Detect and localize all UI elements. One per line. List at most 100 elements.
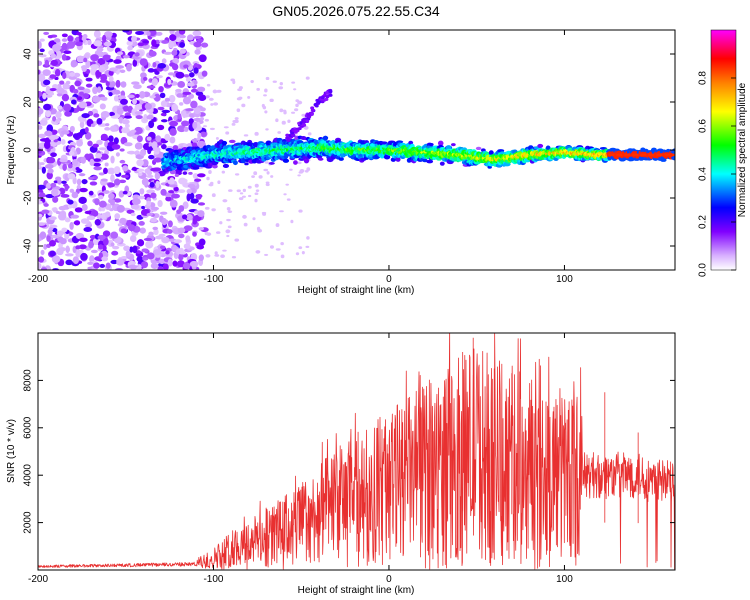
spectrogram-faint-cell — [217, 180, 221, 185]
spectrogram-noise-cell — [38, 73, 46, 82]
spectrogram-noise-cell — [100, 133, 108, 141]
spectrogram-noise-cell — [87, 140, 93, 147]
spectrogram-noise-cell — [103, 167, 108, 175]
spectrogram-noise-cell — [119, 217, 127, 226]
spectrogram-noise-cell — [196, 38, 204, 43]
spectrogram-noise-cell — [137, 172, 143, 177]
spectrogram-noise-cell — [178, 30, 186, 35]
spectrogram-noise-cell — [110, 200, 115, 206]
spectrogram-faint-cell — [298, 209, 303, 213]
spectrogram-noise-cell — [92, 95, 101, 103]
spectrogram-noise-cell — [85, 83, 93, 88]
spectrogram-noise-cell — [108, 70, 114, 76]
spectrogram-noise-cell — [67, 203, 74, 209]
spectrogram-noise-cell — [44, 130, 53, 137]
spectrogram-noise-cell — [169, 199, 178, 208]
spectrogram-faint-cell — [280, 254, 285, 259]
spectrogram-noise-cell — [179, 41, 186, 48]
spectrogram-noise-cell — [87, 266, 92, 270]
spectrogram-faint-cell — [214, 251, 218, 255]
spectrogram-noise-cell — [183, 126, 189, 132]
spectrogram-faint-cell — [251, 175, 255, 179]
spectrogram-noise-cell — [177, 227, 186, 234]
spectrogram-noise-cell — [187, 34, 194, 41]
spectrogram-harmonic-cell — [310, 106, 315, 110]
spectrogram-faint-cell — [230, 78, 235, 82]
spectrogram-noise-cell — [99, 103, 106, 110]
spectrogram-noise-cell — [70, 214, 80, 219]
spectrogram-signal-cell — [537, 143, 544, 148]
spectrogram-noise-cell — [100, 111, 110, 118]
spectrogram-faint-cell — [303, 125, 309, 130]
spectrogram-noise-cell — [127, 45, 133, 51]
spectrogram-faint-cell — [269, 245, 274, 249]
spectrogram-noise-cell — [160, 100, 168, 108]
spectrogram-noise-cell — [167, 78, 172, 86]
spectrogram-noise-cell — [67, 199, 74, 205]
spectrogram-noise-cell — [46, 182, 52, 189]
spectrogram-noise-cell — [189, 260, 199, 268]
spectrogram-noise-cell — [119, 159, 126, 164]
spectrogram-noise-cell — [160, 119, 168, 123]
spectrogram-faint-cell — [254, 131, 259, 136]
spectrogram-noise-cell — [155, 135, 162, 143]
spectrogram-faint-cell — [263, 168, 269, 172]
spectrogram-signal-cell — [671, 155, 675, 161]
spectrogram-noise-cell — [56, 247, 64, 256]
spectrogram-faint-cell — [285, 183, 289, 186]
spectrogram-noise-cell — [39, 231, 47, 240]
spectrogram-x-tick-label: -100 — [203, 274, 223, 285]
spectrogram-noise-cell — [146, 85, 156, 89]
spectrogram-faint-cell — [243, 134, 249, 137]
spectrogram-noise-cell — [159, 92, 166, 99]
spectrogram-noise-cell — [71, 159, 79, 167]
spectrogram-noise-cell — [197, 94, 207, 102]
spectrogram-faint-cell — [208, 97, 214, 101]
spectrogram-noise-cell — [106, 167, 116, 175]
spectrogram-faint-cell — [252, 217, 256, 221]
spectrogram-noise-cell — [55, 118, 61, 124]
spectrogram-noise-cell — [186, 193, 191, 202]
spectrogram-noise-cell — [38, 222, 46, 226]
spectrogram-faint-cell — [222, 249, 227, 252]
spectrogram-noise-cell — [131, 81, 140, 85]
spectrogram-noise-cell — [76, 55, 85, 63]
spectrogram-noise-cell — [160, 138, 166, 144]
spectrogram-noise-cell — [51, 234, 60, 239]
spectrogram-noise-cell — [168, 190, 175, 194]
spectrogram-noise-cell — [178, 233, 185, 239]
spectrogram-signal-cell — [221, 140, 228, 146]
spectrogram-noise-cell — [160, 188, 167, 196]
spectrogram-noise-cell — [135, 30, 145, 35]
colorbar-gradient — [710, 29, 737, 271]
spectrogram-noise-cell — [110, 231, 119, 239]
spectrogram-faint-cell — [219, 221, 223, 225]
spectrogram-faint-cell — [293, 88, 297, 91]
spectrogram-noise-cell — [57, 236, 64, 243]
spectrogram-signal-cell — [488, 150, 494, 156]
spectrogram-noise-cell — [130, 212, 136, 217]
spectrogram-noise-cell — [183, 243, 191, 250]
spectrogram-noise-cell — [132, 84, 142, 90]
spectrogram-noise-cell — [93, 40, 103, 47]
spectrogram-faint-cell — [247, 194, 252, 198]
spectrogram-noise-cell — [168, 40, 175, 49]
spectrogram-noise-cell — [110, 242, 115, 247]
spectrogram-noise-cell — [68, 151, 75, 156]
spectrogram-noise-cell — [186, 188, 193, 195]
spectrogram-faint-cell — [215, 136, 219, 140]
spectrogram-noise-cell — [49, 74, 57, 79]
spectrogram-noise-cell — [102, 54, 111, 61]
spectrogram-noise-cell — [165, 196, 172, 202]
spectrogram-noise-cell — [49, 240, 57, 247]
spectrogram-noise-cell — [87, 261, 94, 266]
spectrogram-noise-cell — [151, 78, 158, 86]
spectrogram-signal-cell — [338, 157, 344, 161]
spectrogram-faint-cell — [236, 108, 241, 113]
spectrogram-noise-cell — [65, 253, 74, 257]
spectrogram-noise-cell — [46, 156, 56, 164]
spectrogram-noise-cell — [197, 86, 206, 93]
spectrogram-noise-cell — [188, 93, 195, 99]
